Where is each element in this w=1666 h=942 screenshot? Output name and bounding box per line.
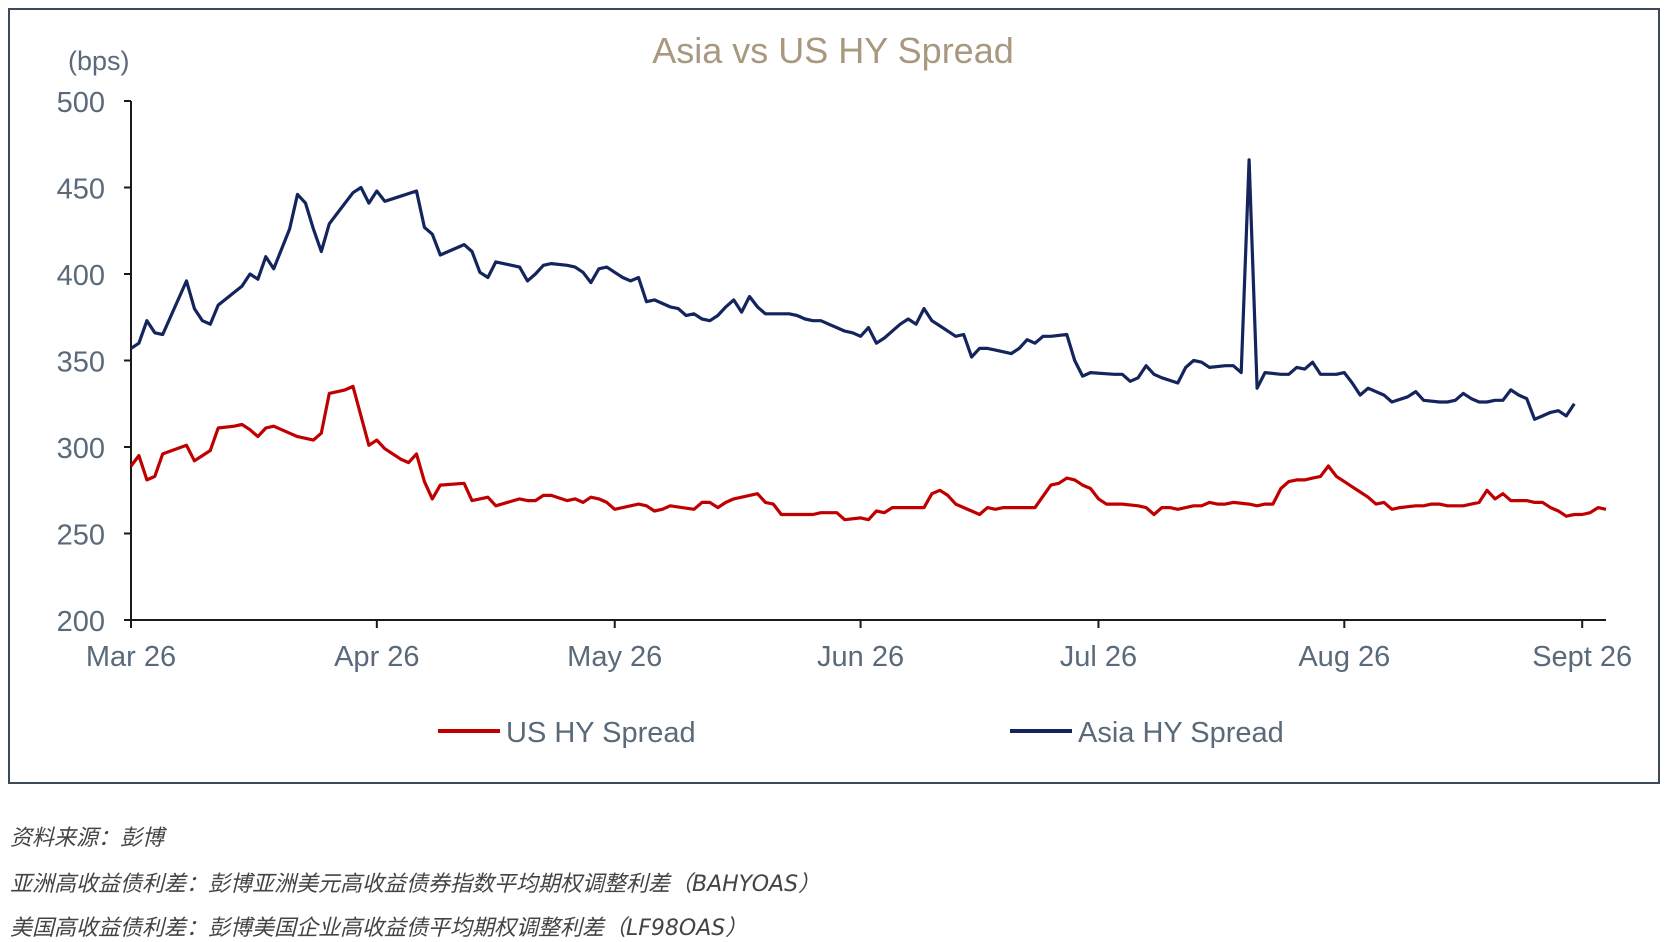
series-line-asia-hy-spread (130, 158, 1576, 421)
series-line-us-hy-spread (129, 384, 1607, 522)
x-tick-label: Apr 26 (334, 641, 419, 673)
us-spread-definition: 美国高收益债利差：彭博美国企业高收益债平均期权调整利差（LF98OAS） (10, 916, 748, 941)
y-tick-label: 300 (57, 433, 105, 465)
line-chart: Asia vs US HY Spread (bps) 500 450 400 350 3… (57, 30, 1633, 749)
x-tick-label: Mar 26 (86, 641, 176, 673)
series-layer (129, 158, 1607, 522)
legend: US HY Spread Asia HY Spread (438, 717, 1284, 749)
x-tick-label: May 26 (567, 641, 662, 673)
x-tick-label: Sept 26 (1532, 641, 1632, 673)
y-tick-label: 500 (57, 87, 105, 119)
legend-label: US HY Spread (506, 717, 696, 749)
y-tick-label: 450 (57, 174, 105, 206)
y-tick-label: 400 (57, 260, 105, 292)
x-tick-label: Jun 26 (817, 641, 904, 673)
asia-spread-definition: 亚洲高收益债利差：彭博亚洲美元高收益债券指数平均期权调整利差（BAHYOAS） (10, 872, 821, 897)
x-tick-label: Jul 26 (1060, 641, 1137, 673)
y-tick-label: 250 (57, 520, 105, 552)
source-note: 资料来源：彭博 (10, 826, 165, 851)
y-tick-label: 200 (57, 606, 105, 638)
legend-label: Asia HY Spread (1078, 717, 1284, 749)
chart-title: Asia vs US HY Spread (652, 30, 1014, 71)
y-tick-label: 350 (57, 347, 105, 379)
x-tick-label: Aug 26 (1298, 641, 1390, 673)
y-axis-label: (bps) (68, 46, 130, 76)
